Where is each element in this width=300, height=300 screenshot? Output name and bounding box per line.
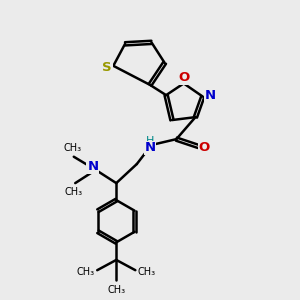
Text: CH₃: CH₃	[63, 143, 81, 153]
Text: N: N	[87, 160, 98, 173]
Text: CH₃: CH₃	[138, 267, 156, 277]
Text: S: S	[102, 61, 112, 74]
Text: CH₃: CH₃	[77, 267, 95, 277]
Text: H: H	[146, 136, 154, 146]
Text: CH₃: CH₃	[65, 187, 83, 196]
Text: N: N	[205, 88, 216, 102]
Text: N: N	[144, 141, 156, 154]
Text: O: O	[178, 71, 189, 84]
Text: CH₃: CH₃	[107, 285, 125, 295]
Text: O: O	[199, 141, 210, 154]
